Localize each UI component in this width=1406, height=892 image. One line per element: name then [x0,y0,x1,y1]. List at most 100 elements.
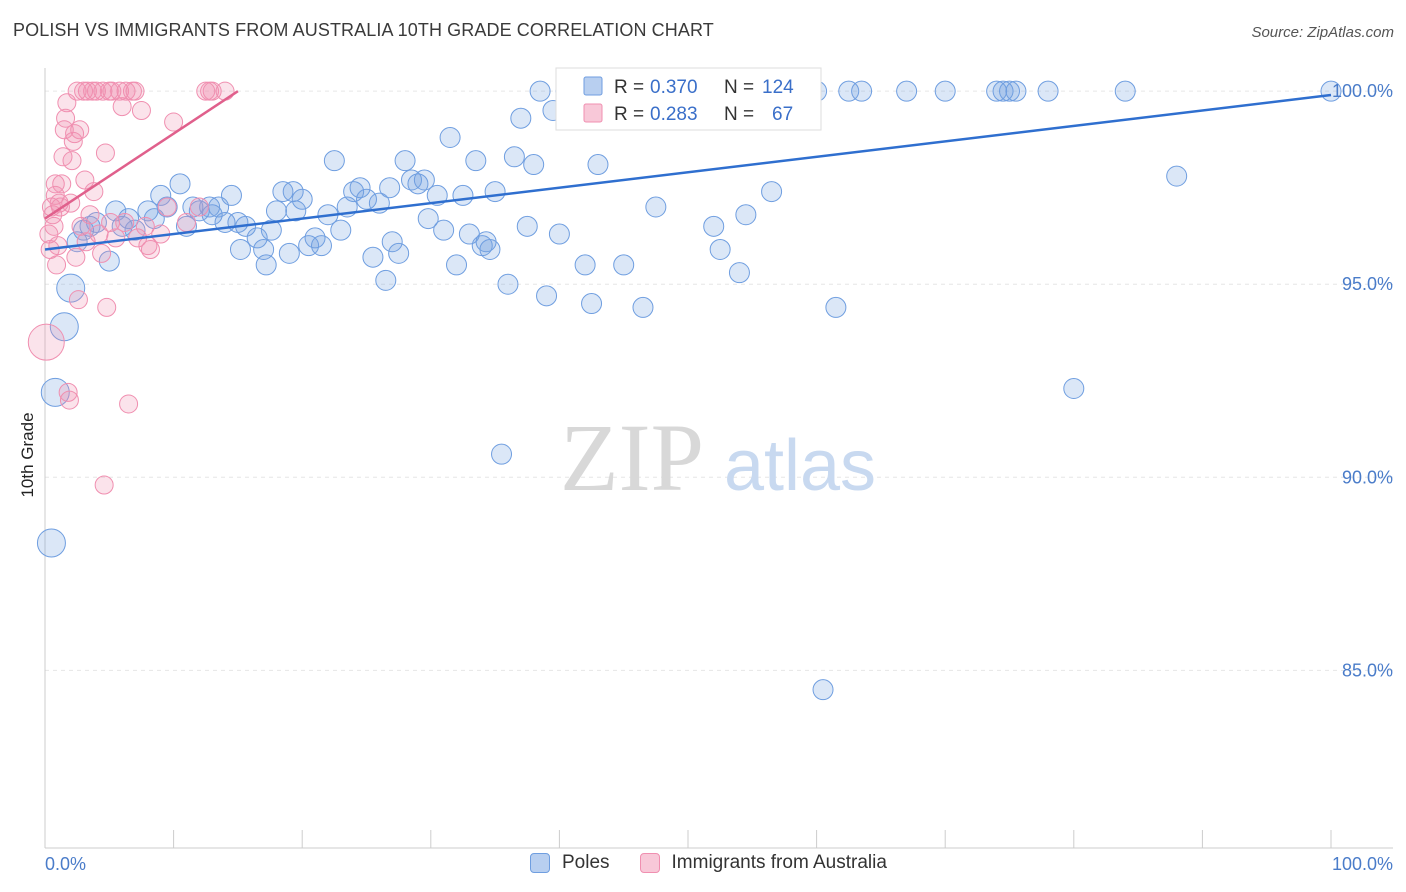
poles-point-58 [433,219,455,241]
immigrants-point-0 [27,323,65,361]
poles-point-55 [413,169,435,191]
series-legend: Poles Immigrants from Australia [530,852,917,874]
legend-label-immigrants: Immigrants from Australia [671,852,887,873]
legend-swatch-blue [530,853,550,873]
immigrants-point-59 [164,112,184,132]
poles-point-117 [992,80,1014,102]
series-poles [36,80,1342,701]
poles-point-30 [255,254,277,276]
axes [44,68,1393,849]
legend-item-poles: Poles [530,852,610,874]
source-credit: Source: ZipAtlas.com [1251,24,1394,41]
poles-point-12 [124,219,146,241]
immigrants-point-21 [63,131,83,151]
immigrants-point-39 [95,143,115,163]
poles-point-75 [536,285,558,307]
legend-swatch-pink [639,853,660,873]
immigrants-point-56 [140,239,160,259]
immigrants-point-61 [189,197,209,217]
immigrants-point-44 [106,228,126,248]
immigrants-point-40 [97,297,117,317]
poles-point-63 [465,150,487,172]
poles-point-36 [285,200,307,222]
immigrants-point-8 [47,255,67,275]
immigrants-point-42 [101,212,121,232]
poles-point-99 [709,238,731,260]
poles-point-112 [838,80,860,102]
immigrants-point-12 [52,174,72,194]
immigrants-point-15 [56,108,76,128]
y-tick-label-3: 85.0% [1342,660,1393,680]
poles-point-111 [825,296,847,318]
poles-point-0 [36,528,66,558]
poles-point-98 [703,215,725,237]
immigrants-point-60 [176,212,196,232]
poles-point-118 [999,80,1020,102]
poles-point-60 [446,254,468,276]
immigrants-point-23 [67,81,87,101]
poles-point-74 [529,80,551,102]
poles-point-122 [1114,80,1136,102]
immigrants-point-66 [66,247,86,267]
legend-n-value-2: 67 [772,104,793,125]
poles-point-26 [229,238,251,260]
poles-point-123 [1166,165,1188,187]
poles-point-87 [613,254,635,276]
poles-point-67 [484,181,506,203]
poles-point-115 [934,80,956,102]
poles-point-56 [417,208,439,230]
poles-point-71 [510,107,532,129]
poles-point-37 [291,188,313,210]
immigrants-point-36 [92,243,112,263]
poles-point-73 [523,154,545,176]
poles-point-10 [98,250,120,272]
poles-point-3 [56,273,86,303]
poles-point-103 [735,204,757,226]
legend-n-label-1: N = [724,77,754,98]
poles-point-52 [394,150,416,172]
y-tick-label-1: 95.0% [1342,274,1393,294]
immigrants-point-7 [45,174,65,194]
poles-point-46 [356,188,377,210]
immigrants-trend-line [44,90,239,220]
immigrants-point-31 [80,205,100,225]
poles-point-61 [452,184,474,206]
poles-point-17 [169,173,191,195]
poles-point-39 [310,235,332,257]
poles-point-77 [548,223,570,245]
poles-point-21 [199,196,221,218]
poles-point-90 [632,296,654,318]
poles-point-32 [265,200,287,222]
poles-point-49 [375,269,397,291]
poles-point-16 [156,196,178,218]
immigrants-point-46 [112,97,132,117]
immigrants-point-24 [68,290,88,310]
immigrants-point-38 [94,475,114,495]
chart-title: POLISH VS IMMIGRANTS FROM AUSTRALIA 10TH… [13,20,714,40]
poles-point-31 [260,219,282,241]
poles-point-110 [812,679,834,701]
legend-swatch-poles [583,76,603,96]
legend-r-value-2: 0.283 [650,104,698,125]
immigrants-point-53 [131,100,151,120]
poles-point-15 [150,184,172,206]
poles-point-119 [1005,80,1027,102]
legend-item-immigrants: Immigrants from Australia [639,852,887,874]
immigrants-point-49 [119,394,139,414]
poles-point-106 [761,181,783,203]
poles-point-53 [401,169,423,191]
trend-lines [44,90,1332,251]
immigrants-point-5 [44,216,64,236]
poles-point-81 [574,254,596,276]
poles-point-82 [581,293,603,315]
poles-point-24 [220,184,242,206]
poles-point-34 [278,242,300,264]
legend-r-label-2: R = [614,104,644,125]
poles-point-120 [1037,80,1059,102]
poles-trend-line [44,93,1332,251]
poles-point-121 [1063,377,1085,399]
poles-point-83 [587,154,609,176]
immigrants-point-17 [58,382,78,402]
poles-point-7 [85,211,107,233]
